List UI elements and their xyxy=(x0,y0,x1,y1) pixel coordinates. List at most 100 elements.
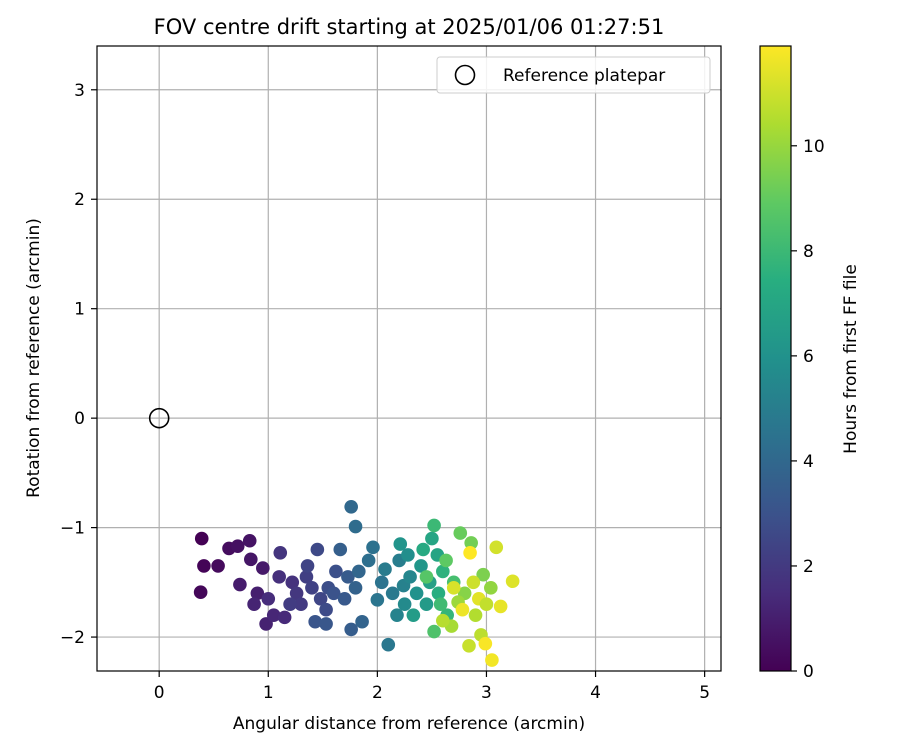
colorbar-tick-label: 6 xyxy=(803,347,814,367)
data-point xyxy=(485,653,499,667)
data-point xyxy=(261,591,276,606)
data-point xyxy=(361,553,376,568)
y-tick-label: 1 xyxy=(74,300,85,320)
data-point xyxy=(484,581,498,595)
data-point xyxy=(313,591,328,606)
data-point xyxy=(344,500,358,514)
data-point xyxy=(244,552,258,567)
colorbar-gradient xyxy=(760,46,791,671)
data-point xyxy=(333,542,348,557)
data-point xyxy=(348,581,363,595)
data-point xyxy=(374,575,389,590)
y-tick-label: 3 xyxy=(74,81,85,101)
data-point xyxy=(247,597,261,612)
data-point xyxy=(468,608,483,622)
data-point xyxy=(489,540,504,555)
data-point xyxy=(326,586,341,601)
data-point xyxy=(406,608,421,622)
y-tick-label: 0 xyxy=(74,409,85,429)
data-point xyxy=(390,608,404,622)
data-point xyxy=(425,531,439,546)
data-point xyxy=(464,536,478,550)
data-point xyxy=(194,531,209,546)
data-point xyxy=(285,575,300,590)
data-point xyxy=(329,564,343,579)
y-tick-label: 2 xyxy=(74,190,85,210)
chart-title: FOV centre drift starting at 2025/01/06 … xyxy=(154,15,665,39)
data-point xyxy=(337,591,352,606)
data-point xyxy=(462,639,476,653)
data-point xyxy=(348,519,363,534)
data-point xyxy=(193,585,208,599)
colorbar-tick-label: 0 xyxy=(803,662,814,682)
data-point xyxy=(283,597,297,612)
data-point xyxy=(211,559,225,573)
data-point xyxy=(455,602,470,617)
y-ticks: −2 −1 0 1 2 3 xyxy=(60,81,97,648)
data-point xyxy=(272,570,286,584)
data-point xyxy=(305,581,319,595)
data-point xyxy=(403,570,417,584)
plot-frame xyxy=(96,45,722,672)
data-point xyxy=(355,614,369,629)
data-point xyxy=(352,564,366,579)
data-point xyxy=(344,622,358,637)
legend-label: Reference platepar xyxy=(503,66,665,86)
data-point xyxy=(289,586,304,601)
data-point xyxy=(385,586,400,601)
colorbar-label: Hours from first FF file xyxy=(841,264,861,454)
data-point xyxy=(409,586,424,601)
data-point xyxy=(446,581,461,595)
data-point xyxy=(433,597,448,612)
x-tick-label: 4 xyxy=(590,683,601,703)
data-point xyxy=(366,540,380,555)
data-point xyxy=(294,597,308,612)
data-point xyxy=(439,553,453,568)
data-point xyxy=(273,545,288,560)
data-point xyxy=(378,562,392,577)
y-tick-label: −2 xyxy=(60,628,85,648)
colorbar-tick-label: 8 xyxy=(803,242,814,262)
data-point xyxy=(370,593,385,607)
points-layer xyxy=(193,500,520,667)
data-point xyxy=(319,602,333,617)
data-point xyxy=(493,599,508,614)
data-point xyxy=(310,542,325,557)
data-point xyxy=(319,617,333,631)
data-point xyxy=(256,561,270,575)
legend-box xyxy=(436,56,711,94)
x-tick-label: 5 xyxy=(699,683,710,703)
colorbar-tick-label: 4 xyxy=(803,452,814,472)
x-tick-label: 1 xyxy=(263,683,274,703)
colorbar-ticks: 0 2 4 6 8 10 xyxy=(791,137,825,682)
data-point xyxy=(250,586,265,601)
data-point xyxy=(300,559,315,573)
data-point xyxy=(242,533,257,548)
data-point xyxy=(427,624,441,639)
data-point xyxy=(419,597,434,612)
data-point xyxy=(416,542,430,557)
data-point xyxy=(197,559,211,573)
data-point xyxy=(436,564,450,579)
data-point xyxy=(233,577,247,592)
grid-lines xyxy=(97,46,721,671)
data-point xyxy=(476,567,490,582)
data-point xyxy=(478,636,493,651)
colorbar: 0 2 4 6 8 10 Hours from first FF file xyxy=(759,45,861,682)
x-tick-label: 3 xyxy=(481,683,492,703)
colorbar-tick-label: 2 xyxy=(803,557,814,577)
data-point xyxy=(277,610,292,625)
reference-marker xyxy=(148,407,170,429)
data-point xyxy=(230,539,245,554)
legend: Reference platepar xyxy=(436,56,711,94)
data-point xyxy=(427,518,441,533)
x-axis-label: Angular distance from reference (arcmin) xyxy=(233,714,585,734)
data-point xyxy=(266,608,281,622)
data-point xyxy=(505,574,520,589)
colorbar-tick-label: 10 xyxy=(803,137,825,157)
data-point xyxy=(259,617,273,631)
data-point xyxy=(479,597,494,612)
data-point xyxy=(308,614,322,629)
data-point xyxy=(381,637,396,652)
y-tick-label: −1 xyxy=(60,519,85,539)
